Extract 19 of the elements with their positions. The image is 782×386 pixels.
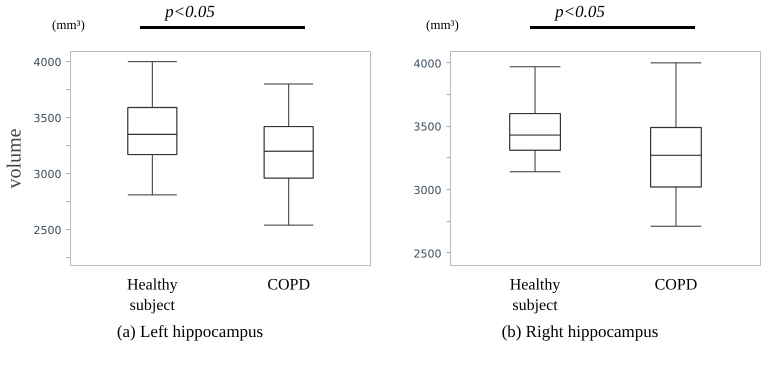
y-tick-label: 3000 xyxy=(414,184,442,198)
y-tick-label: 3500 xyxy=(414,120,442,134)
text: (a) Left hippocampus xyxy=(116,321,264,343)
y-tick-label: 3000 xyxy=(34,168,62,182)
text: (mm³) xyxy=(52,16,85,34)
text: p<0.05 xyxy=(555,2,605,21)
x-tick-label: COPD xyxy=(267,276,310,294)
x-tick-label: Healthy subject xyxy=(510,276,560,314)
y-tick-label: 2500 xyxy=(34,224,62,238)
text: p<0.05 xyxy=(165,2,215,21)
text: (mm³) xyxy=(426,16,459,34)
y-tick-label: 4000 xyxy=(414,57,442,70)
y-tick-label: 4000 xyxy=(34,56,62,70)
x-tick-label: COPD xyxy=(654,276,698,294)
x-tick-label: Healthy subject xyxy=(126,276,178,314)
y-tick-label: 3500 xyxy=(34,112,62,126)
text: (b) Right hippocampus xyxy=(500,321,660,343)
y-tick-label: 2500 xyxy=(414,247,442,260)
y-axis-title: volume xyxy=(4,128,26,188)
